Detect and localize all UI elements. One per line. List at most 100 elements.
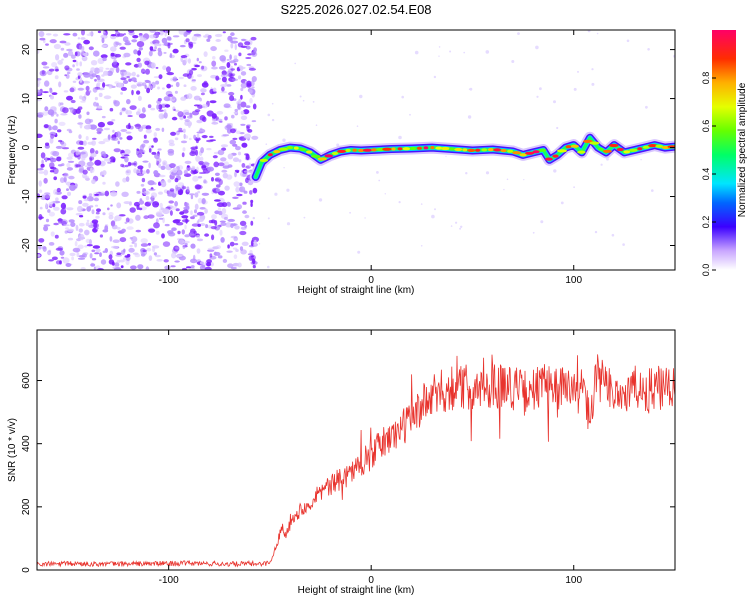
noise-speck <box>250 255 254 258</box>
noise-speck <box>203 51 208 57</box>
noise-speck <box>60 47 65 51</box>
noise-speck <box>114 262 120 267</box>
noise-speck <box>85 85 90 92</box>
noise-speck <box>146 247 152 252</box>
noise-speck <box>235 146 241 151</box>
noise-speck <box>182 128 186 133</box>
noise-speck <box>120 92 123 95</box>
noise-speck <box>162 208 170 215</box>
noise-speck <box>271 118 275 122</box>
noise-speck <box>100 34 108 39</box>
noise-speck <box>115 131 122 138</box>
noise-speck <box>128 169 131 174</box>
noise-speck <box>102 82 106 88</box>
noise-speck <box>318 198 323 202</box>
noise-speck <box>212 56 216 60</box>
ridge-hotspot <box>278 147 288 151</box>
noise-speck <box>161 37 168 44</box>
noise-speck <box>238 66 246 70</box>
noise-speck <box>152 201 160 208</box>
noise-speck <box>166 66 171 73</box>
noise-speck <box>239 246 244 251</box>
noise-speck <box>179 44 186 48</box>
ridge-hotspot <box>462 148 468 152</box>
noise-speck <box>95 150 99 155</box>
noise-speck <box>88 193 93 197</box>
noise-speck <box>81 55 88 62</box>
noise-speck <box>175 208 180 212</box>
noise-speck <box>112 129 115 133</box>
noise-speck <box>66 128 72 132</box>
noise-speck <box>312 101 315 103</box>
noise-speck <box>196 238 204 242</box>
noise-speck <box>215 245 221 250</box>
noise-speck <box>80 37 86 40</box>
noise-speck <box>93 222 98 229</box>
noise-speck <box>190 243 196 249</box>
noise-speck <box>66 188 69 192</box>
noise-speck <box>233 181 240 187</box>
noise-speck <box>223 103 231 108</box>
noise-speck <box>239 230 247 236</box>
noise-speck <box>398 135 402 140</box>
y-tick-label: -10 <box>21 189 32 204</box>
noise-speck <box>230 40 239 44</box>
y-tick-label: 400 <box>21 435 32 452</box>
noise-speck <box>228 91 235 96</box>
noise-speck <box>182 240 190 244</box>
noise-speck <box>110 52 115 57</box>
noise-speck <box>100 259 107 265</box>
noise-speck <box>183 84 187 87</box>
noise-speck <box>143 134 147 139</box>
noise-speck <box>640 159 642 161</box>
noise-speck <box>195 149 199 156</box>
noise-speck <box>128 78 132 82</box>
ridge-hotspot <box>493 148 502 152</box>
noise-speck <box>136 74 140 78</box>
noise-speck <box>243 133 251 139</box>
noise-speck <box>197 223 201 227</box>
noise-speck <box>203 35 208 38</box>
noise-speck <box>82 175 90 179</box>
noise-speck <box>78 114 82 119</box>
noise-speck <box>211 121 219 125</box>
noise-speck <box>214 177 221 183</box>
ridge-hotspot <box>267 153 273 157</box>
noise-speck <box>125 131 132 134</box>
noise-speck <box>41 159 44 165</box>
noise-speck <box>536 95 539 98</box>
noise-speck <box>103 158 111 162</box>
y-tick-label: -20 <box>21 238 32 253</box>
noise-speck <box>113 41 119 48</box>
ridge-hotspot <box>345 148 351 152</box>
noise-speck <box>133 168 138 174</box>
noise-speck <box>100 151 106 156</box>
noise-speck <box>63 173 70 178</box>
noise-speck <box>49 39 57 44</box>
noise-speck <box>120 69 127 73</box>
noise-speck <box>123 33 126 36</box>
noise-speck <box>140 238 148 244</box>
noise-speck <box>218 190 225 196</box>
noise-speck <box>201 164 207 171</box>
noise-speck <box>86 244 93 247</box>
noise-speck <box>129 244 133 248</box>
noise-speck <box>50 95 54 100</box>
ridge-hotspot <box>402 147 411 151</box>
noise-speck <box>52 151 60 157</box>
noise-speck <box>201 264 206 268</box>
ridge-hotspot <box>577 150 586 154</box>
noise-speck <box>102 181 106 185</box>
noise-speck <box>51 62 58 68</box>
ridge-hotspot <box>507 149 514 153</box>
noise-speck <box>240 101 247 108</box>
noise-speck <box>251 86 255 89</box>
noise-speck <box>68 175 75 180</box>
noise-speck <box>175 246 179 250</box>
noise-speck <box>213 251 221 256</box>
noise-speck <box>87 141 94 145</box>
noise-speck <box>234 225 240 230</box>
ridge-hotspot <box>655 144 664 148</box>
noise-speck <box>171 116 178 121</box>
noise-speck <box>80 100 86 103</box>
